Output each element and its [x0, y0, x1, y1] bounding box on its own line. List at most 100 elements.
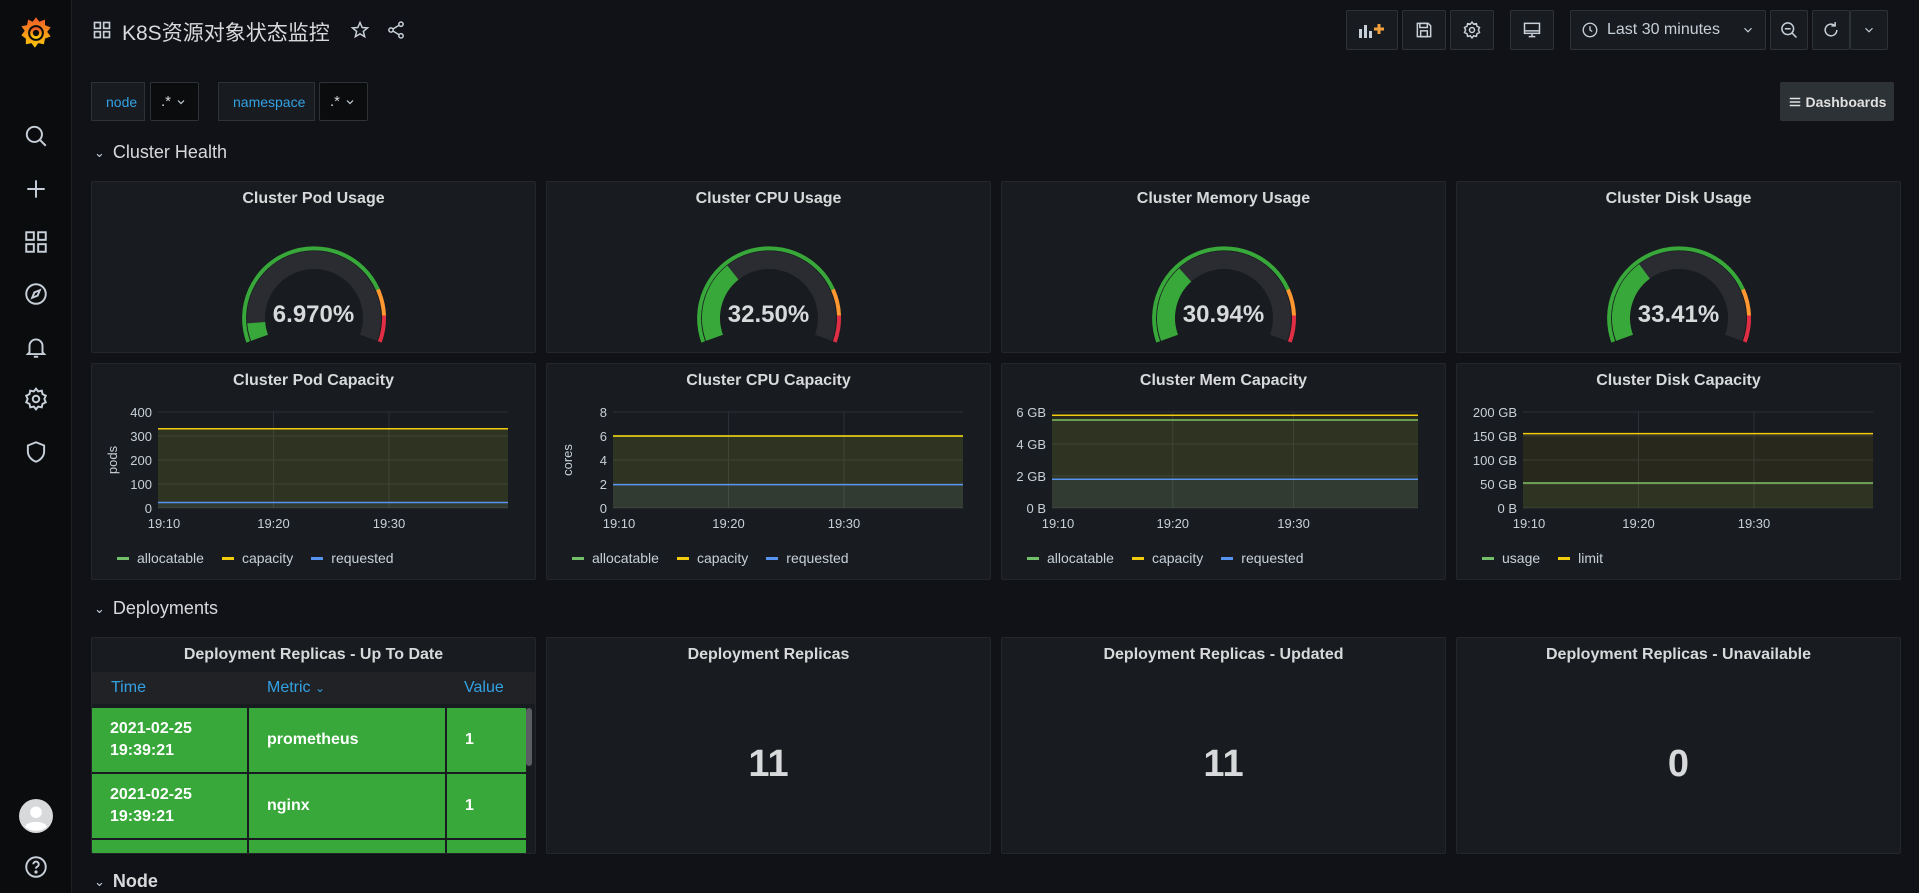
- gauge-panel[interactable]: Cluster Disk Usage 33.41%: [1456, 181, 1901, 353]
- row-title: Deployments: [112, 598, 218, 618]
- legend-item[interactable]: limit: [1558, 550, 1603, 566]
- chevron-down-icon: [1865, 27, 1873, 33]
- user-avatar-icon[interactable]: [0, 794, 72, 838]
- tv-mode-button[interactable]: [1510, 10, 1554, 50]
- legend-label: allocatable: [592, 550, 659, 566]
- deployment-table-panel[interactable]: Deployment Replicas - Up To Date Time Me…: [91, 637, 536, 854]
- refresh-button[interactable]: [1812, 10, 1850, 50]
- gauge-panel[interactable]: Cluster CPU Usage 32.50%: [546, 181, 991, 353]
- y-tick-label: 0: [145, 501, 152, 516]
- capacity-chart-panel[interactable]: Cluster Disk Capacity 200 GB 150 GB 100 GB…: [1456, 363, 1901, 580]
- stat-panel[interactable]: Deployment Replicas - Updated 11: [1001, 637, 1446, 854]
- legend-swatch: [1131, 556, 1144, 560]
- legend-item[interactable]: allocatable: [572, 550, 659, 566]
- legend-swatch: [766, 556, 779, 560]
- gauge-threshold-band: [1152, 246, 1297, 343]
- chevron-down-icon: ⌄: [94, 873, 105, 889]
- y-tick-label: 4: [600, 453, 607, 468]
- dashboards-link-button[interactable]: Dashboards: [1780, 82, 1894, 121]
- column-header-metric[interactable]: Metric ⌄: [267, 679, 325, 697]
- gauge-panel[interactable]: Cluster Pod Usage 6.970%: [91, 181, 536, 353]
- chart-legend: allocatable capacity requested: [1027, 550, 1304, 566]
- panel-title: Deployment Replicas - Updated: [1103, 646, 1344, 663]
- variable-select-node[interactable]: .*: [150, 82, 199, 121]
- chevron-down-icon: [177, 99, 185, 104]
- threshold-red: [832, 315, 842, 343]
- refresh-interval-dropdown[interactable]: [1850, 10, 1888, 50]
- x-tick-label: 19:20: [1622, 516, 1655, 531]
- legend-item[interactable]: requested: [766, 550, 849, 566]
- legend-swatch: [221, 556, 234, 560]
- gauge-chart: [1152, 246, 1297, 343]
- series-area: [1052, 415, 1418, 508]
- save-button[interactable]: [1402, 10, 1446, 50]
- grafana-logo-icon[interactable]: [0, 8, 72, 58]
- dashboards-icon[interactable]: [0, 220, 72, 264]
- legend-item[interactable]: allocatable: [117, 550, 204, 566]
- legend-swatch: [1482, 556, 1494, 560]
- chevron-down-icon: ⌄: [94, 144, 105, 160]
- threshold-orange: [376, 288, 386, 316]
- search-icon[interactable]: [0, 114, 72, 158]
- zoom-out-button[interactable]: [1770, 10, 1808, 50]
- alert-bell-icon[interactable]: [0, 325, 72, 369]
- threshold-orange: [1741, 288, 1751, 316]
- timeseries-chart: 8 6 4 2 019:10 19:20 19:30 cores: [560, 405, 963, 531]
- legend-item[interactable]: usage: [1482, 550, 1540, 566]
- tv-mode-icon: [1523, 22, 1541, 38]
- series-area: [158, 502, 508, 508]
- y-tick-label: 0 B: [1497, 501, 1517, 516]
- column-header-value[interactable]: Value: [464, 679, 504, 696]
- threshold-green: [242, 246, 380, 343]
- settings-gear-icon[interactable]: [0, 377, 72, 421]
- legend-item[interactable]: requested: [1221, 550, 1304, 566]
- table-cell-metric: prometheus: [249, 708, 445, 772]
- variable-select-namespace[interactable]: .*: [319, 82, 368, 121]
- timeseries-chart: 6 GB 4 GB 2 GB 0 B19:10 19:20 19:30: [1016, 405, 1418, 531]
- y-tick-label: 100 GB: [1473, 453, 1517, 468]
- x-tick-label: 19:20: [257, 516, 290, 531]
- legend-item[interactable]: capacity: [221, 550, 293, 566]
- panel-title: Cluster CPU Usage: [695, 190, 842, 207]
- stat-panel[interactable]: Deployment Replicas 11: [546, 637, 991, 854]
- plus-icon[interactable]: [0, 167, 72, 211]
- table-cell-time: 2021-02-25 19:39:21: [92, 708, 247, 772]
- capacity-chart-panel[interactable]: Cluster Mem Capacity 6 GB 4 GB 2 GB 0 B 19:1…: [1001, 363, 1446, 580]
- legend-item[interactable]: capacity: [676, 550, 748, 566]
- panel-title: Cluster Disk Capacity: [1596, 372, 1761, 389]
- timeseries-chart: 400 300 200 100 019:10 19:20 19:30 pods: [105, 405, 508, 531]
- help-icon[interactable]: [0, 845, 72, 889]
- add-panel-button[interactable]: [1346, 10, 1398, 50]
- column-header-time[interactable]: Time: [111, 679, 146, 696]
- dashboard-title[interactable]: K8S资源对象状态监控: [122, 22, 330, 45]
- y-tick-label: 100: [130, 477, 152, 492]
- stat-panel[interactable]: Deployment Replicas - Unavailable 0: [1456, 637, 1901, 854]
- y-tick-label: 6 GB: [1016, 405, 1046, 420]
- share-icon[interactable]: [386, 20, 406, 45]
- x-tick-label: 19:10: [1042, 516, 1075, 531]
- legend-item[interactable]: capacity: [1131, 550, 1203, 566]
- row-node[interactable]: ⌄ Node: [94, 871, 158, 892]
- legend-label: allocatable: [137, 550, 204, 566]
- panel-title: Deployment Replicas: [687, 646, 850, 663]
- table-cell-time: 2021-02-25 19:39:21: [92, 774, 247, 838]
- gauge-panel[interactable]: Cluster Memory Usage 30.94%: [1001, 181, 1446, 353]
- time-range-picker[interactable]: Last 30 minutes: [1570, 10, 1766, 50]
- shield-icon[interactable]: [0, 430, 72, 474]
- capacity-chart-panel[interactable]: Cluster CPU Capacity 8 6 4 2 0 19:10 19:20 19:3…: [546, 363, 991, 580]
- star-icon[interactable]: [350, 20, 370, 45]
- dashboard-settings-button[interactable]: [1450, 10, 1494, 50]
- chevron-down-icon: ⌄: [94, 600, 105, 616]
- stat-value: 0: [1667, 743, 1690, 785]
- time-clock: 19:39:21: [110, 808, 175, 825]
- legend-item[interactable]: allocatable: [1027, 550, 1114, 566]
- row-cluster-health[interactable]: ⌄ Cluster Health: [94, 142, 227, 163]
- explore-compass-icon[interactable]: [0, 272, 72, 316]
- y-tick-label: 2: [600, 477, 607, 492]
- legend-item[interactable]: requested: [311, 550, 394, 566]
- capacity-chart-panel[interactable]: Cluster Pod Capacity 400 300 200 100 0 19:10 1…: [91, 363, 536, 580]
- gauge-threshold-band: [697, 246, 842, 343]
- sidebar: [0, 0, 72, 893]
- table-scrollbar[interactable]: [526, 708, 532, 766]
- row-deployments[interactable]: ⌄ Deployments: [94, 598, 218, 619]
